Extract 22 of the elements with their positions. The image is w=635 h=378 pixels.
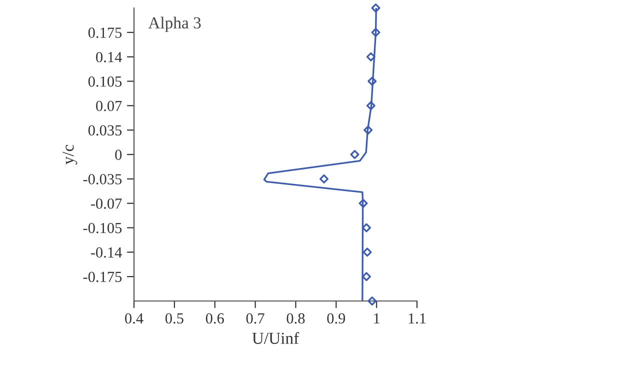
x-tick-label: 0.8 bbox=[286, 313, 305, 324]
y-tick-label: 0.105 bbox=[88, 76, 122, 87]
x-tick-label: 1 bbox=[374, 313, 380, 324]
y-tick-label: -0.07 bbox=[90, 198, 122, 209]
y-axis-title: y/c bbox=[62, 144, 78, 164]
y-tick-label: -0.105 bbox=[83, 222, 122, 234]
y-tick-label: -0.175 bbox=[83, 272, 122, 282]
y-tick-label: 0 bbox=[115, 150, 122, 160]
y-tick-label: -0.035 bbox=[83, 174, 122, 184]
x-tick-label: 0.6 bbox=[206, 313, 224, 324]
y-tick-label: 0.14 bbox=[96, 52, 122, 62]
y-tick-label: 0.035 bbox=[88, 125, 122, 136]
y-tick-label: 0.07 bbox=[96, 100, 122, 112]
x-axis-title: U/Uinf bbox=[252, 332, 300, 344]
y-tick-label: 0.175 bbox=[88, 28, 122, 38]
x-tick-label: 0.7 bbox=[246, 313, 264, 324]
y-tick-label: -0.14 bbox=[90, 247, 122, 258]
x-tick-label: 0.4 bbox=[125, 313, 144, 324]
x-tick-label: 0.9 bbox=[327, 313, 346, 324]
x-tick-label: 0.5 bbox=[165, 313, 184, 324]
chart-title: Alpha 3 bbox=[148, 16, 201, 32]
x-tick-label: 1.1 bbox=[408, 313, 426, 324]
